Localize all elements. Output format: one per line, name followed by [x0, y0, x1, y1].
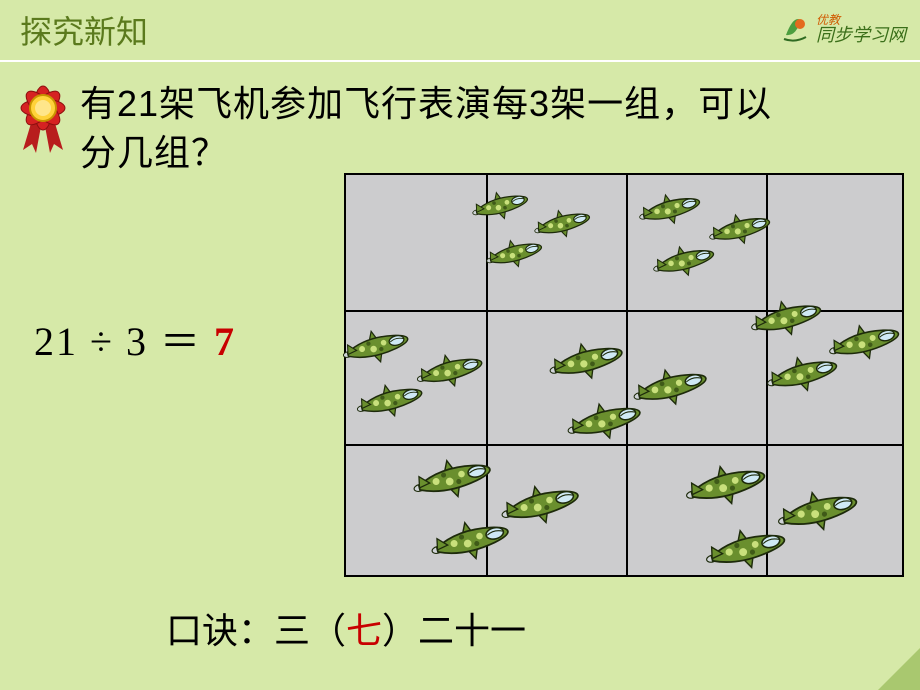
question-line-2: 分几组？ — [80, 132, 228, 173]
airplane-icon — [423, 506, 520, 581]
airplane-icon — [759, 343, 847, 411]
header: 探究新知 优教 同步学习网 — [0, 0, 920, 60]
brand-logo: 优教 同步学习网 — [780, 14, 906, 46]
airplane-icon — [743, 287, 831, 355]
eq-div-sign: ÷ — [90, 319, 114, 364]
airplane-icon — [696, 513, 796, 590]
question-line-1: 有21架飞机参加飞行表演每3架一组，可以 — [80, 83, 772, 124]
airplane-icon — [632, 182, 710, 242]
airplane-icon — [480, 228, 550, 284]
award-rosette-icon — [14, 82, 72, 159]
airplane-icon — [676, 449, 776, 526]
airplane-icon — [335, 317, 417, 381]
mnemonic-fill: 七 — [346, 611, 382, 651]
content-row: 21 ÷ 3 ＝ 7 — [14, 181, 906, 601]
eq-dividend: 21 — [34, 319, 78, 364]
brand-logo-text: 优教 同步学习网 — [816, 14, 906, 46]
airplane-icon — [541, 328, 633, 399]
brand-logo-text-big: 同步学习网 — [816, 26, 906, 46]
airplane-icon — [349, 371, 431, 435]
mnemonic-line: 口诀：三（七）二十一 — [166, 602, 526, 654]
question-row: 有21架飞机参加飞行表演每3架一组，可以 分几组？ — [14, 80, 906, 177]
mnemonic-prefix: 口诀：三（ — [166, 611, 346, 651]
slide: 探究新知 优教 同步学习网 — [0, 0, 920, 690]
page-corner-fold-icon — [878, 648, 920, 690]
brand-logo-icon — [780, 15, 810, 45]
airplane-icon — [646, 234, 724, 294]
division-equation: 21 ÷ 3 ＝ 7 — [34, 309, 236, 367]
eq-quotient: 7 — [214, 319, 236, 364]
slide-body: 有21架飞机参加飞行表演每3架一组，可以 分几组？ 21 ÷ 3 ＝ 7 — [0, 62, 920, 601]
eq-equals-sign: ＝ — [160, 319, 202, 364]
eq-divisor: 3 — [126, 319, 148, 364]
mnemonic-suffix: ）二十一 — [382, 611, 526, 651]
airplane-icon — [559, 388, 651, 459]
illustration-grid — [344, 173, 904, 577]
slide-section-title: 探究新知 — [20, 7, 148, 53]
airplane-icon — [466, 180, 536, 236]
question-text: 有21架飞机参加飞行表演每3架一组，可以 分几组？ — [80, 80, 772, 177]
